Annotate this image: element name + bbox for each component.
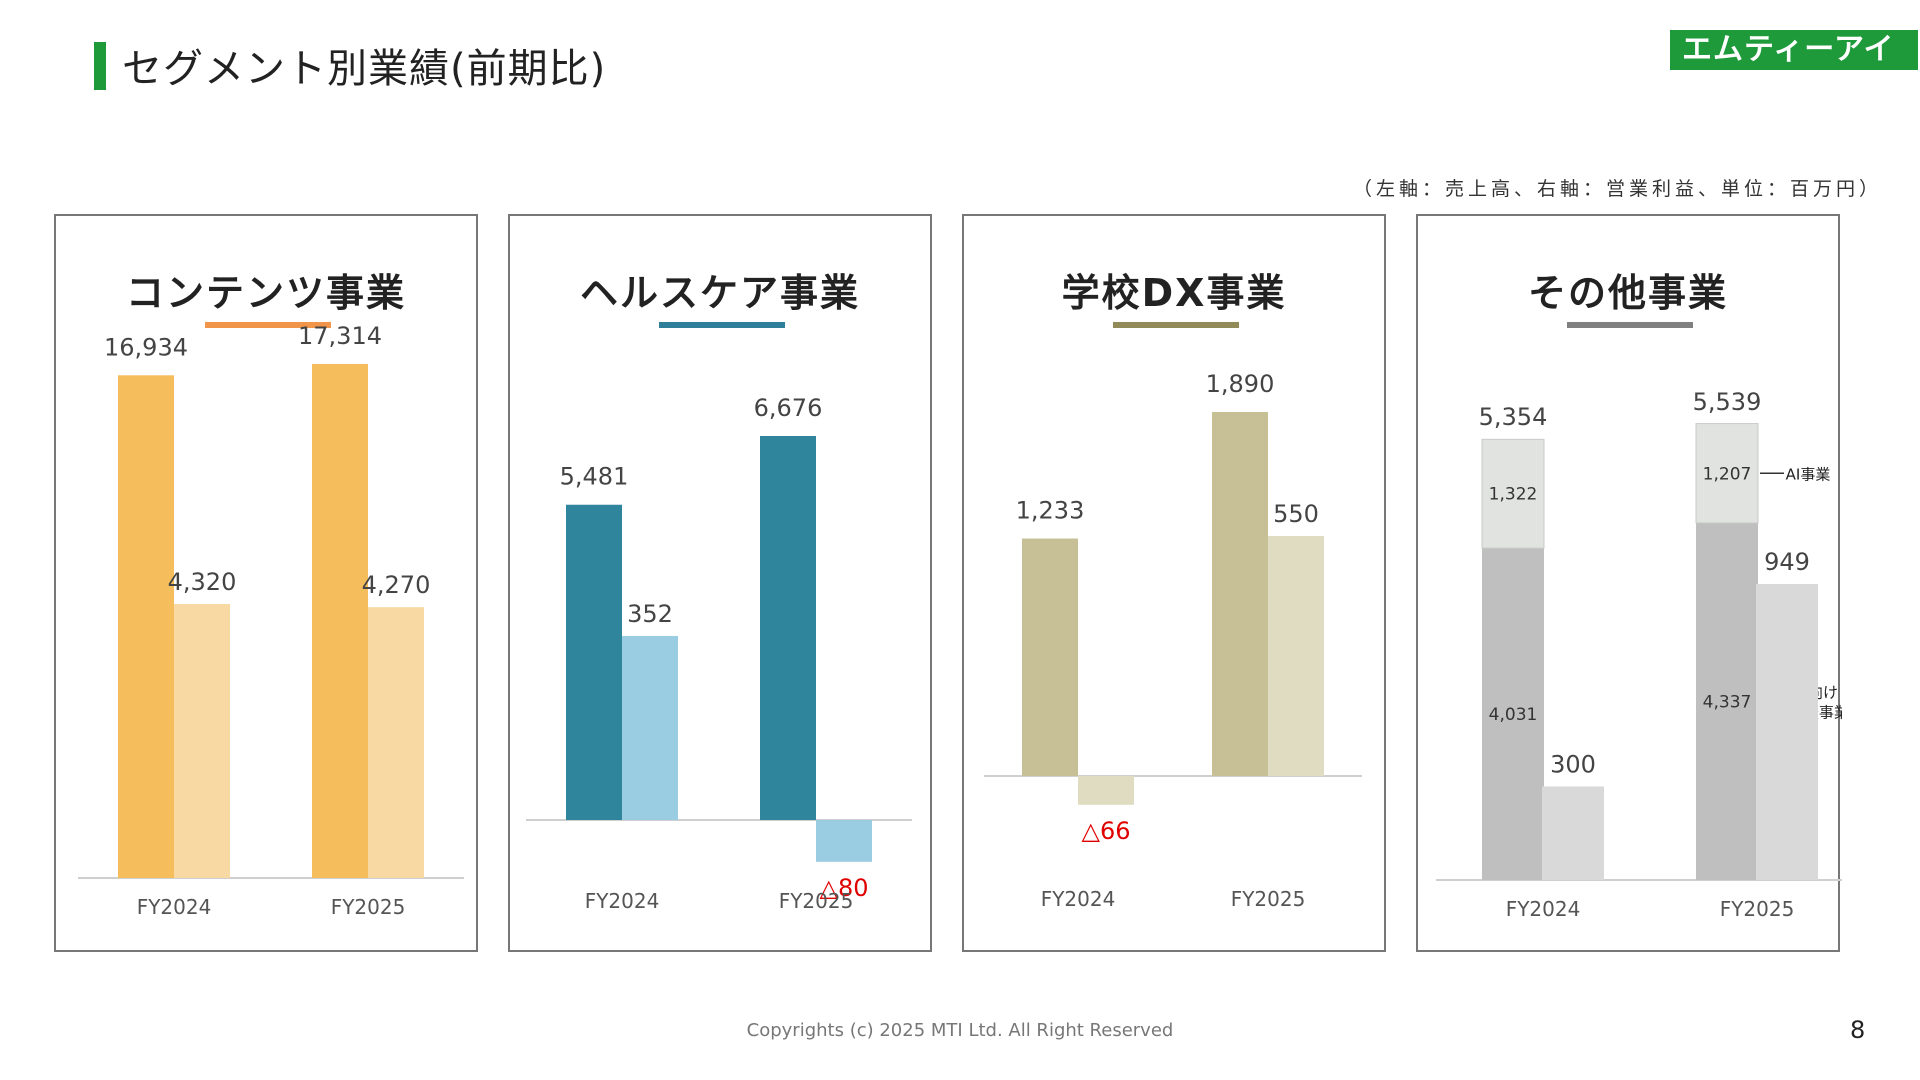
panel-title: その他事業	[1527, 271, 1728, 315]
profit-bar	[368, 607, 424, 878]
title-accent-bar	[94, 42, 106, 90]
panel-underline	[1113, 322, 1239, 328]
sales-value-label: 5,481	[560, 463, 629, 491]
segment-value-label: 4,337	[1703, 692, 1752, 712]
profit-value-label: 4,270	[362, 571, 431, 599]
sales-value-label: 17,314	[298, 322, 382, 350]
sales-bar	[312, 364, 368, 878]
sales-value-label: 6,676	[754, 394, 823, 422]
category-label: FY2025	[1231, 887, 1306, 911]
profit-bar	[1542, 786, 1604, 880]
sales-bar	[566, 504, 622, 820]
category-label: FY2025	[1720, 897, 1795, 921]
sales-total-label: 5,354	[1479, 403, 1548, 431]
stacked-bar-segment	[1696, 522, 1758, 880]
segment-value-label: 1,322	[1489, 485, 1538, 505]
chart-other: 4,0311,3225,354300FY20244,337法人向けDX支援事業1…	[1436, 388, 1842, 921]
stacked-bar-segment	[1481, 438, 1545, 549]
profit-value-label: 300	[1550, 750, 1596, 778]
panel-underline	[659, 322, 785, 328]
profit-bar	[1268, 536, 1324, 776]
copyright-footer: Copyrights (c) 2025 MTI Ltd. All Right R…	[746, 1020, 1174, 1041]
unit-note: （左軸：売上高、右軸：営業利益、単位：百万円）	[1352, 178, 1882, 200]
chart-school-dx: 1,233 △66 FY2024 1,890 550 FY2025	[984, 370, 1362, 911]
panel-other: その他事業 4,0311,3225,354300FY20244,337法人向けD…	[1416, 214, 1842, 952]
sales-bar	[118, 375, 174, 878]
profit-bar	[816, 820, 872, 862]
profit-bar	[1078, 776, 1134, 805]
sales-value-label: 16,934	[104, 333, 188, 361]
category-label: FY2025	[331, 895, 406, 919]
profit-bar	[622, 636, 678, 820]
category-label: FY2025	[779, 889, 854, 913]
profit-bar	[174, 604, 230, 878]
category-label: FY2024	[1041, 887, 1116, 911]
profit-value-label: 949	[1764, 548, 1810, 576]
stacked-bar-segment	[1695, 423, 1759, 524]
segment-name-label: AI事業	[1786, 465, 1831, 483]
profit-value-label: 550	[1273, 500, 1319, 528]
profit-value-label: △66	[1082, 817, 1131, 845]
panel-healthcare: ヘルスケア事業 5,481 352 FY2024 6,676 △80 FY2025	[508, 214, 932, 952]
sales-total-label: 5,539	[1693, 388, 1762, 416]
profit-bar	[1756, 584, 1818, 880]
panel-title: ヘルスケア事業	[579, 271, 860, 315]
panel-contents: コンテンツ事業 16,934 4,320 FY2024 17,314 4,270 FY20…	[54, 214, 478, 952]
profit-value-label: 4,320	[168, 568, 237, 596]
profit-value-label: △80	[820, 874, 869, 902]
category-label: FY2024	[137, 895, 212, 919]
sales-bar	[1212, 412, 1268, 776]
page-title: セグメント別業績(前期比)	[122, 46, 607, 92]
profit-value-label: 352	[627, 600, 673, 628]
sales-value-label: 1,233	[1016, 497, 1085, 525]
panel-title: コンテンツ事業	[125, 271, 406, 315]
category-label: FY2024	[585, 889, 660, 913]
segment-value-label: 1,207	[1703, 464, 1752, 484]
panel-title: 学校DX事業	[1061, 271, 1287, 315]
page-number: 8	[1850, 1016, 1866, 1044]
category-label: FY2024	[1506, 897, 1581, 921]
panel-school-dx: 学校DX事業 1,233 △66 FY2024 1,890 550 FY2025	[962, 214, 1386, 952]
chart-contents: 16,934 4,320 FY2024 17,314 4,270 FY2025	[78, 322, 464, 919]
company-logo: エムティーアイ	[1670, 30, 1918, 70]
sales-bar	[760, 436, 816, 820]
panel-underline	[1567, 322, 1693, 328]
stacked-bar-segment	[1482, 548, 1544, 880]
sales-value-label: 1,890	[1206, 370, 1275, 398]
panel-underline	[205, 322, 331, 328]
sales-bar	[1022, 538, 1078, 776]
segment-value-label: 4,031	[1489, 705, 1538, 725]
